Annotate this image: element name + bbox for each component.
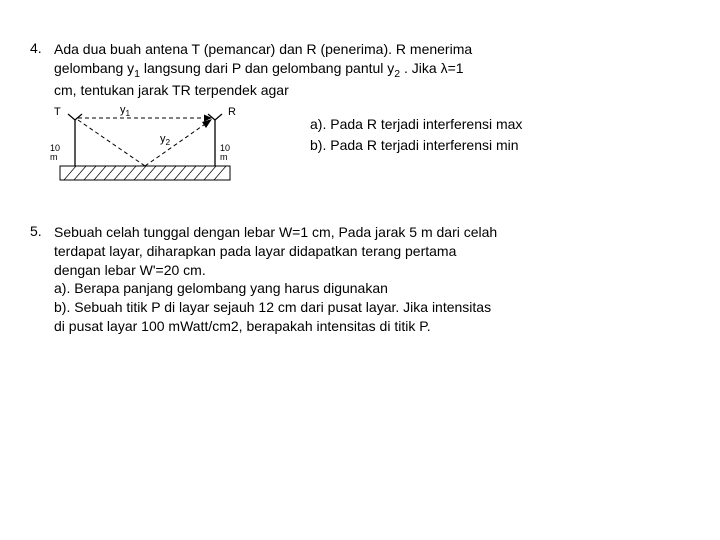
problem-body: Ada dua buah antena T (pemancar) dan R (…	[54, 40, 690, 183]
height-left: 10m	[50, 144, 60, 162]
label-R: R	[228, 106, 236, 118]
label-y2: y2	[160, 133, 170, 147]
q4-line2a: gelombang y	[54, 60, 134, 76]
q5-l6: di pusat layar 100 mWatt/cm2, berapakah …	[54, 317, 690, 336]
q4-line2b: langsung dari P dan gelombang pantul y	[140, 60, 394, 76]
q4-text: Ada dua buah antena T (pemancar) dan R (…	[54, 40, 690, 100]
height-right: 10m	[220, 144, 230, 162]
label-y1: y1	[120, 104, 130, 118]
q4-line2c: . Jika λ=1	[400, 60, 463, 76]
q5-l1: Sebuah celah tunggal dengan lebar W=1 cm…	[54, 223, 690, 242]
q4-option-b: b). Pada R terjadi interferensi min	[310, 135, 522, 156]
q4-options: a). Pada R terjadi interferensi max b). …	[310, 114, 522, 156]
antenna-diagram: T R y1 y2 10m 10m	[50, 108, 250, 183]
problem-number: 5.	[30, 223, 54, 336]
q5-l3: dengan lebar W'=20 cm.	[54, 261, 690, 280]
q4-line3: cm, tentukan jarak TR terpendek agar	[54, 82, 289, 98]
q5-l5: b). Sebuah titik P di layar sejauh 12 cm…	[54, 298, 690, 317]
problem-5: 5. Sebuah celah tunggal dengan lebar W=1…	[30, 223, 690, 336]
q5-l2: terdapat layar, diharapkan pada layar di…	[54, 242, 690, 261]
q5-l4: a). Berapa panjang gelombang yang harus …	[54, 279, 690, 298]
q4-option-a: a). Pada R terjadi interferensi max	[310, 114, 522, 135]
q4-line1: Ada dua buah antena T (pemancar) dan R (…	[54, 41, 472, 57]
problem-4: 4. Ada dua buah antena T (pemancar) dan …	[30, 40, 690, 183]
label-T: T	[54, 106, 61, 118]
q5-text: Sebuah celah tunggal dengan lebar W=1 cm…	[54, 223, 690, 336]
